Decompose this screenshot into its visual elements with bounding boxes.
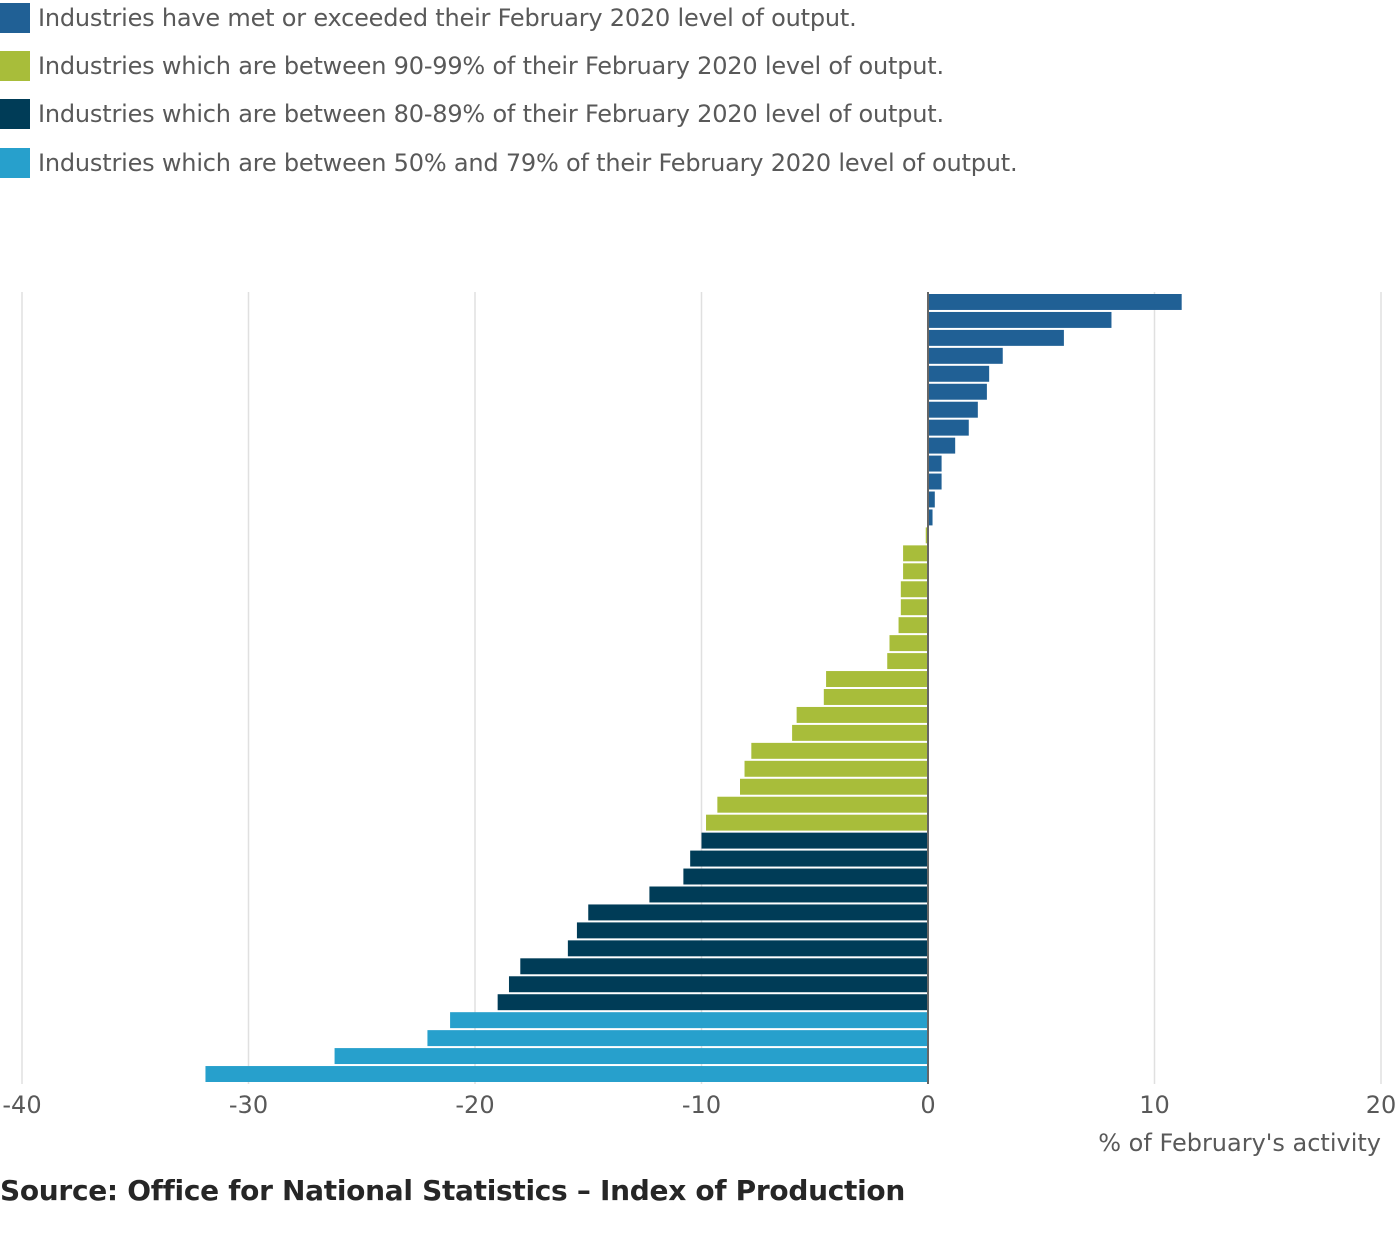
bar [683, 868, 928, 885]
bar [701, 832, 928, 849]
gridlines [21, 292, 1382, 1084]
bar [900, 599, 928, 616]
bar [925, 527, 928, 544]
x-tick-label: 20 [1366, 1091, 1397, 1119]
legend-label-met-or-exceeded: Industries have met or exceeded their Fe… [38, 4, 857, 32]
bar [520, 958, 928, 975]
bar [903, 545, 928, 562]
bar [205, 1066, 929, 1082]
bar [887, 653, 928, 670]
bar [706, 814, 928, 831]
bar [717, 796, 928, 813]
legend-item-50-79: Industries which are between 50% and 79%… [0, 143, 1018, 183]
x-tick-label: -10 [682, 1091, 721, 1119]
bar [334, 1048, 928, 1065]
legend-label-90-99: Industries which are between 90-99% of t… [38, 52, 944, 80]
bar [928, 491, 935, 508]
legend-label-80-89: Industries which are between 80-89% of t… [38, 100, 944, 128]
bar [928, 509, 933, 526]
x-tick-label: 10 [1139, 1091, 1170, 1119]
bar [567, 940, 928, 957]
x-tick-label: -30 [229, 1091, 268, 1119]
x-tick-label: 0 [920, 1091, 935, 1119]
legend-item-90-99: Industries which are between 90-99% of t… [0, 46, 944, 86]
bar [588, 904, 928, 921]
bar [898, 617, 928, 634]
legend-swatch-90-99 [0, 51, 30, 81]
bar [690, 850, 928, 867]
bar [427, 1030, 928, 1047]
bar [751, 742, 928, 759]
legend-swatch-met-or-exceeded [0, 3, 30, 33]
bars [205, 294, 1182, 1082]
bar [928, 294, 1182, 310]
bar [928, 383, 987, 400]
bar [928, 347, 1003, 364]
bar [508, 976, 928, 993]
bar [889, 635, 928, 652]
bar [903, 563, 928, 580]
bar [928, 401, 978, 418]
bar [826, 671, 928, 687]
x-tick-label: -20 [455, 1091, 494, 1119]
legend-item-80-89: Industries which are between 80-89% of t… [0, 94, 944, 134]
bar [497, 994, 928, 1011]
bar [928, 365, 990, 382]
bar [928, 473, 942, 490]
bar [928, 311, 1112, 328]
bar [792, 724, 928, 741]
bar [823, 689, 928, 705]
bar [900, 581, 928, 598]
x-axis-label: % of February's activity [1098, 1129, 1381, 1157]
bar [928, 329, 1064, 346]
source-note: Source: Office for National Statistics –… [0, 1174, 905, 1207]
bar [796, 706, 928, 723]
x-tick-label: -40 [2, 1091, 41, 1119]
bar [649, 886, 928, 903]
bar [450, 1012, 928, 1029]
legend-item-met-or-exceeded: Industries have met or exceeded their Fe… [0, 0, 857, 38]
bar [928, 455, 942, 472]
legend-swatch-80-89 [0, 99, 30, 129]
legend-swatch-50-79 [0, 148, 30, 178]
legend-label-50-79: Industries which are between 50% and 79%… [38, 149, 1018, 177]
x-axis: -40 -30 -20 -10 0 10 20 [2, 292, 1396, 1119]
bar [576, 922, 928, 939]
bar [740, 778, 928, 795]
bar [928, 419, 969, 436]
bar [928, 437, 956, 454]
bar [744, 760, 928, 777]
